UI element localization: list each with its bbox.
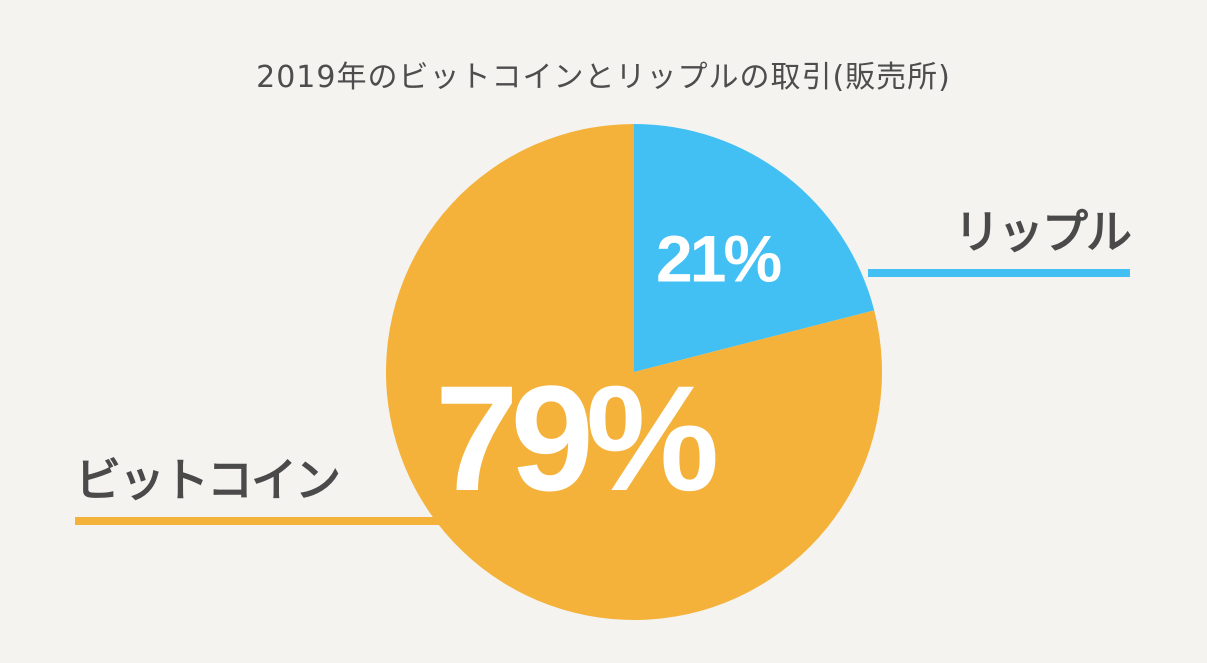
pie-slice-2 bbox=[385, 124, 882, 620]
slice-category-label-1: リップル bbox=[954, 205, 1131, 259]
pie-slice-1 bbox=[634, 124, 875, 372]
slice-value-label-1: 21% bbox=[656, 222, 780, 296]
slice-category-label-2: ビットコイン bbox=[75, 453, 339, 507]
slice-value-label-2: 79% bbox=[435, 354, 716, 522]
chart-title: 2019年のビットコインとリップルの取引(販売所) bbox=[256, 60, 951, 95]
